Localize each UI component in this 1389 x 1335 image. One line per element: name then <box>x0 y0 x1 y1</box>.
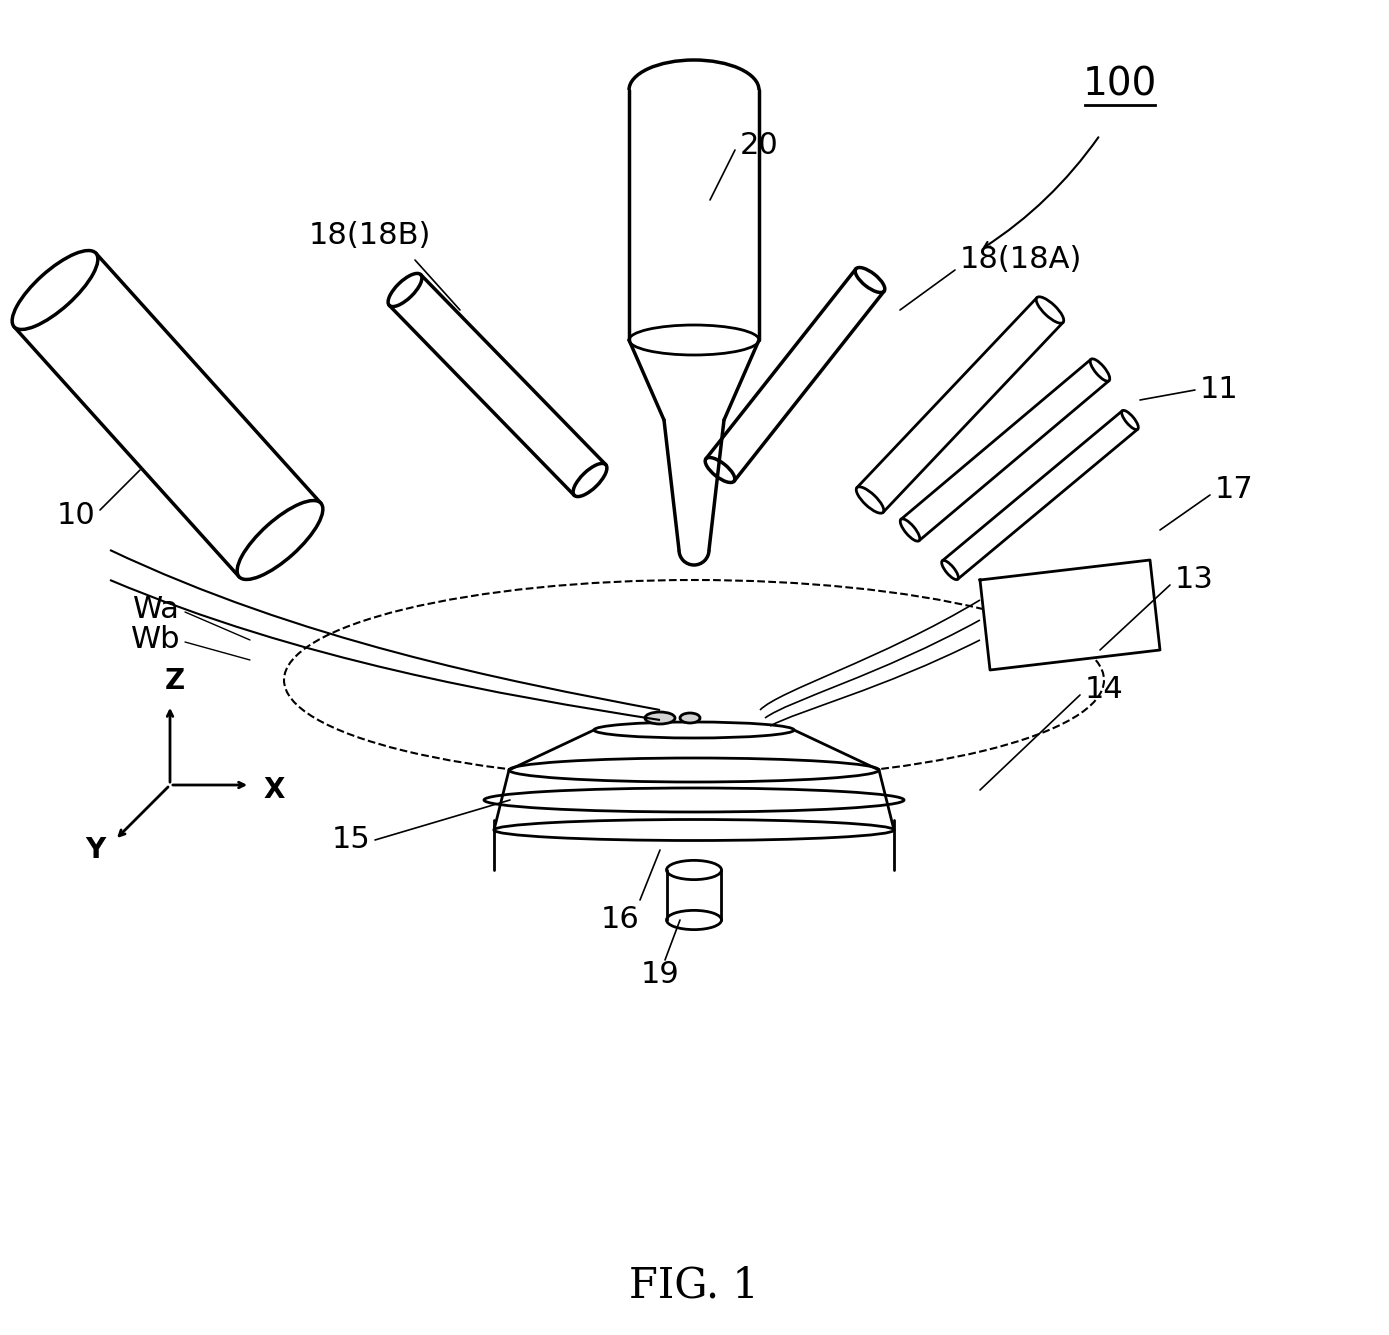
Ellipse shape <box>594 722 795 738</box>
Ellipse shape <box>942 561 958 579</box>
Ellipse shape <box>667 910 721 929</box>
Text: 13: 13 <box>1175 566 1214 594</box>
Text: 18(18B): 18(18B) <box>308 220 431 250</box>
Ellipse shape <box>388 274 422 307</box>
Text: Wb: Wb <box>131 626 181 654</box>
Ellipse shape <box>483 788 904 812</box>
Text: 15: 15 <box>331 825 369 854</box>
Text: 14: 14 <box>1085 676 1124 705</box>
Ellipse shape <box>856 487 883 513</box>
Ellipse shape <box>706 458 735 482</box>
Text: 19: 19 <box>640 960 679 989</box>
Ellipse shape <box>1036 296 1064 323</box>
Ellipse shape <box>644 712 675 724</box>
Polygon shape <box>901 359 1108 541</box>
Text: Wa: Wa <box>133 595 181 625</box>
Text: 16: 16 <box>600 905 639 934</box>
Polygon shape <box>981 559 1160 670</box>
Ellipse shape <box>574 463 607 497</box>
Text: X: X <box>263 776 285 804</box>
Ellipse shape <box>1090 359 1110 382</box>
Text: 10: 10 <box>56 501 94 530</box>
Ellipse shape <box>667 860 721 880</box>
Ellipse shape <box>681 713 700 724</box>
Text: 17: 17 <box>1215 475 1254 505</box>
Ellipse shape <box>494 820 895 841</box>
Ellipse shape <box>508 758 879 782</box>
Text: Y: Y <box>85 836 106 864</box>
Polygon shape <box>942 411 1138 579</box>
Text: 20: 20 <box>740 131 779 159</box>
Ellipse shape <box>856 267 885 292</box>
Text: FIG. 1: FIG. 1 <box>629 1264 758 1306</box>
Ellipse shape <box>629 324 758 355</box>
Ellipse shape <box>1122 410 1139 430</box>
Text: 11: 11 <box>1200 375 1239 405</box>
Ellipse shape <box>13 251 97 330</box>
Ellipse shape <box>900 519 920 541</box>
Ellipse shape <box>238 501 322 579</box>
Text: 18(18A): 18(18A) <box>960 246 1082 275</box>
Text: 100: 100 <box>1083 65 1157 104</box>
Text: Z: Z <box>165 668 185 696</box>
Polygon shape <box>14 254 321 577</box>
Polygon shape <box>857 298 1063 513</box>
